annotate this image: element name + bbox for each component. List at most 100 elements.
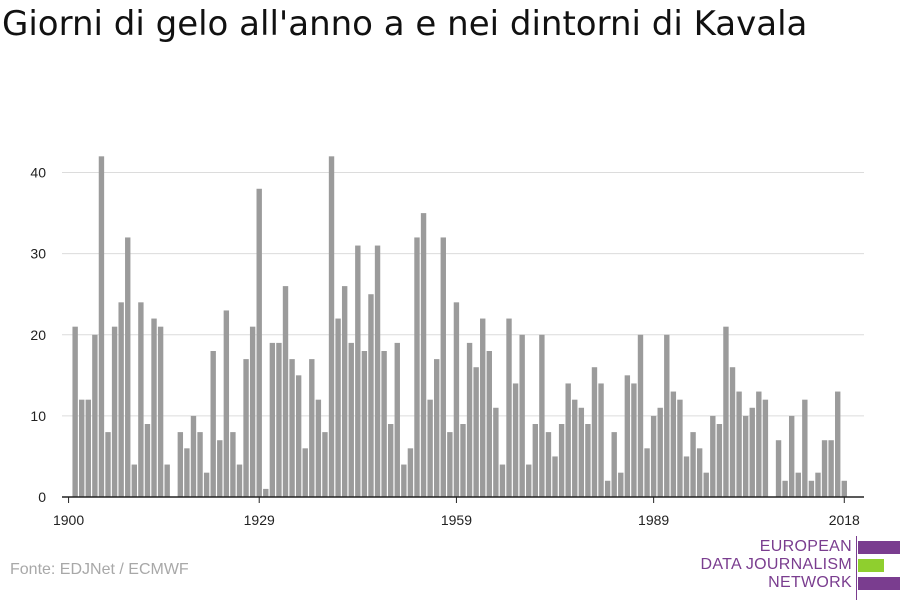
bar <box>447 432 453 497</box>
bar <box>434 359 440 497</box>
bar <box>335 318 341 497</box>
bar <box>98 156 105 498</box>
bar <box>742 415 749 497</box>
bar <box>710 415 716 497</box>
bar <box>341 286 348 497</box>
bar <box>815 472 821 497</box>
y-tick-label: 40 <box>30 165 46 181</box>
bar <box>125 237 131 497</box>
bar <box>473 367 479 497</box>
bar <box>572 399 578 497</box>
bar <box>177 432 184 497</box>
bar <box>289 359 295 497</box>
logo-divider <box>856 536 857 600</box>
bar <box>328 156 335 498</box>
bar <box>401 464 407 497</box>
bar <box>539 334 545 497</box>
bar <box>736 391 742 497</box>
bar <box>302 448 308 497</box>
bar <box>282 286 289 497</box>
bar <box>729 367 736 497</box>
y-axis-ticks: 0 10 20 30 40 <box>30 165 46 505</box>
bar <box>486 351 492 497</box>
bar <box>624 375 631 497</box>
bar <box>348 342 354 497</box>
y-tick-label: 30 <box>30 246 46 262</box>
bar <box>493 407 499 497</box>
bar <box>558 424 565 497</box>
bar <box>92 334 98 497</box>
bar <box>131 464 138 497</box>
bar <box>420 213 427 497</box>
bar <box>407 448 414 497</box>
logo-bar-top <box>858 541 900 554</box>
logo-line-2: DATA JOURNALISM <box>700 556 852 573</box>
y-tick-label: 20 <box>30 327 46 343</box>
bar <box>631 383 637 497</box>
bar <box>105 432 111 497</box>
bar <box>775 440 782 497</box>
bar <box>526 464 532 497</box>
y-tick-label: 0 <box>38 489 46 505</box>
bar <box>585 424 591 497</box>
bar <box>157 326 164 497</box>
bar <box>690 432 696 497</box>
bar <box>387 424 394 497</box>
bar <box>604 480 611 497</box>
bar <box>637 334 644 497</box>
bar <box>144 424 151 497</box>
bar <box>499 464 506 497</box>
bar <box>309 359 315 497</box>
bar <box>802 399 808 497</box>
bar <box>256 188 262 497</box>
x-tick-label: 1959 <box>441 512 472 528</box>
bar <box>197 432 203 497</box>
bar <box>427 399 433 497</box>
chart-title: Giorni di gelo all'anno a e nei dintorni… <box>2 4 808 44</box>
bar <box>269 342 276 497</box>
bar <box>670 391 677 497</box>
logo-bar-bottom <box>858 577 900 590</box>
bar <box>118 302 124 497</box>
bar <box>368 294 374 497</box>
bar <box>552 456 558 497</box>
bar <box>355 245 361 497</box>
bar <box>151 318 157 497</box>
bar <box>315 399 322 497</box>
bar <box>512 383 519 497</box>
logo-line-1: EUROPEAN <box>759 538 852 555</box>
bar <box>650 415 657 497</box>
bar <box>723 326 729 497</box>
bar <box>466 342 473 497</box>
bar <box>835 391 841 497</box>
y-tick-label: 10 <box>30 408 46 424</box>
bar <box>578 407 585 497</box>
bar <box>506 318 512 497</box>
x-tick-label: 2018 <box>829 512 860 528</box>
x-tick-label: 1989 <box>638 512 669 528</box>
bar <box>236 464 243 497</box>
bar <box>618 472 624 497</box>
bar <box>821 440 828 497</box>
bar <box>644 448 650 497</box>
bar <box>453 302 460 497</box>
bar <box>565 383 571 497</box>
bar <box>749 407 755 497</box>
bar <box>203 472 210 497</box>
bar <box>276 342 282 497</box>
bar <box>217 440 223 497</box>
bar <box>828 440 834 497</box>
bar <box>190 415 197 497</box>
bar <box>249 326 256 497</box>
bar <box>223 310 230 497</box>
edjnet-logo[interactable]: EUROPEAN DATA JOURNALISM NETWORK <box>700 536 900 600</box>
x-tick-label: 1929 <box>244 512 275 528</box>
bar <box>664 334 670 497</box>
bar <box>361 351 368 497</box>
logo-bar-middle <box>858 559 884 572</box>
bar <box>677 399 683 497</box>
bar <box>716 424 723 497</box>
bar <box>111 326 118 497</box>
bar <box>762 399 769 497</box>
